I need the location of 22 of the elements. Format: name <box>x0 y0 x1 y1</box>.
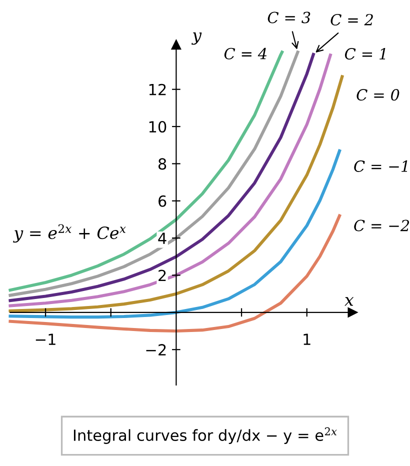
annotation: y = e$^{2x}$ + Ce$^{x}$ <box>13 224 126 243</box>
text: C = 3 <box>268 12 310 24</box>
y-tick-label: 2 <box>158 270 166 282</box>
y-tick-label: 6 <box>158 195 166 207</box>
y-tick-label: 4 <box>158 232 166 244</box>
y-tick-label: 8 <box>158 158 166 170</box>
series-label: C = 4 <box>224 48 267 60</box>
text: Integral curves for dy/dx − y = e$^{2x}$ <box>74 427 337 444</box>
line-series <box>8 149 342 319</box>
x-axis-title: x <box>344 297 354 306</box>
series-label: C = 0 <box>356 89 400 101</box>
series-label: C = −1 <box>354 160 408 172</box>
x-tick-label: 1 <box>304 334 310 345</box>
y-tick-label: −2 <box>146 344 166 356</box>
x-tick-label: −1 <box>36 334 56 345</box>
y-tick-label: 12 <box>149 84 166 96</box>
y-axis-title: y <box>192 32 202 45</box>
line-series <box>8 214 342 333</box>
series-label: C = 1 <box>344 48 386 60</box>
text: C = 2 <box>330 14 373 26</box>
y-tick-label: 10 <box>149 120 166 133</box>
series-label: C = −2 <box>354 220 410 232</box>
